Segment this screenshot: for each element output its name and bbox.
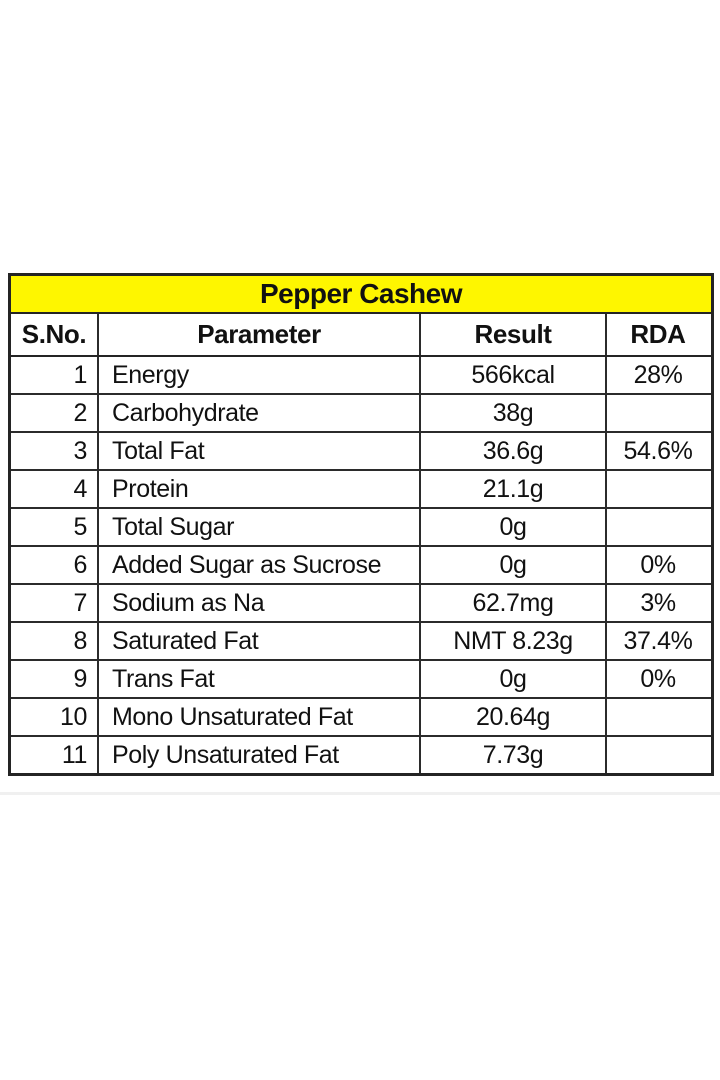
cell-result: 20.64g [421, 699, 607, 735]
cell-parameter: Energy [99, 357, 421, 393]
table-row: 8 Saturated Fat NMT 8.23g 37.4% [11, 623, 711, 661]
cell-rda [607, 395, 709, 431]
cell-parameter: Poly Unsaturated Fat [99, 737, 421, 773]
cell-sno: 5 [11, 509, 99, 545]
table-row: 9 Trans Fat 0g 0% [11, 661, 711, 699]
table-row: 11 Poly Unsaturated Fat 7.73g [11, 737, 711, 773]
table-row: 6 Added Sugar as Sucrose 0g 0% [11, 547, 711, 585]
cell-rda: 37.4% [623, 626, 693, 655]
cell-parameter: Added Sugar as Sucrose [99, 547, 421, 583]
table-row: 7 Sodium as Na 62.7mg 3% [11, 585, 711, 623]
cell-sno: 9 [11, 661, 99, 697]
cell-result: 0g [421, 661, 607, 697]
cell-result: 0g [421, 509, 607, 545]
cell-sno: 11 [11, 737, 99, 773]
cell-sno: 10 [11, 699, 99, 735]
cell-rda [607, 699, 709, 735]
cell-rda [607, 737, 709, 773]
cell-result: 36.6g [421, 433, 607, 469]
faint-divider-line [0, 792, 720, 795]
cell-sno: 1 [11, 357, 99, 393]
cell-parameter: Total Sugar [99, 509, 421, 545]
table-title-band: Pepper Cashew [11, 276, 711, 314]
table-title: Pepper Cashew [259, 278, 463, 309]
cell-parameter: Trans Fat [99, 661, 421, 697]
cell-result: 566kcal [421, 357, 607, 393]
cell-rda: 3% [640, 588, 676, 617]
cell-result: NMT 8.23g [421, 623, 607, 659]
cell-parameter: Sodium as Na [99, 585, 421, 621]
table-row: 10 Mono Unsaturated Fat 20.64g [11, 699, 711, 737]
nutrition-table: Pepper Cashew S.No. Parameter Result RDA… [8, 273, 714, 776]
cell-sno: 2 [11, 395, 99, 431]
cell-parameter: Carbohydrate [99, 395, 421, 431]
column-header-parameter: Parameter [99, 314, 421, 355]
column-header-result: Result [421, 314, 607, 355]
cell-rda: 0% [640, 664, 676, 693]
cell-parameter: Mono Unsaturated Fat [99, 699, 421, 735]
cell-sno: 7 [11, 585, 99, 621]
table-body: 1 Energy 566kcal 28% 2 Carbohydrate 38g … [11, 357, 711, 773]
column-header-rda: RDA [630, 319, 686, 349]
cell-parameter: Total Fat [99, 433, 421, 469]
cell-result: 38g [421, 395, 607, 431]
cell-rda [607, 471, 709, 507]
cell-sno: 3 [11, 433, 99, 469]
cell-rda [607, 509, 709, 545]
table-row: 3 Total Fat 36.6g 54.6% [11, 433, 711, 471]
cell-rda: 0% [640, 550, 676, 579]
column-header-sno: S.No. [11, 314, 99, 355]
table-row: 5 Total Sugar 0g [11, 509, 711, 547]
cell-rda: 28% [633, 360, 683, 389]
cell-result: 0g [421, 547, 607, 583]
cell-sno: 8 [11, 623, 99, 659]
table-row: 1 Energy 566kcal 28% [11, 357, 711, 395]
table-row: 2 Carbohydrate 38g [11, 395, 711, 433]
cell-parameter: Protein [99, 471, 421, 507]
cell-result: 62.7mg [421, 585, 607, 621]
cell-sno: 4 [11, 471, 99, 507]
cell-result: 7.73g [421, 737, 607, 773]
cell-rda: 54.6% [623, 436, 693, 465]
table-row: 4 Protein 21.1g [11, 471, 711, 509]
cell-parameter: Saturated Fat [99, 623, 421, 659]
table-header-row: S.No. Parameter Result RDA [11, 314, 711, 357]
cell-result: 21.1g [421, 471, 607, 507]
cell-sno: 6 [11, 547, 99, 583]
